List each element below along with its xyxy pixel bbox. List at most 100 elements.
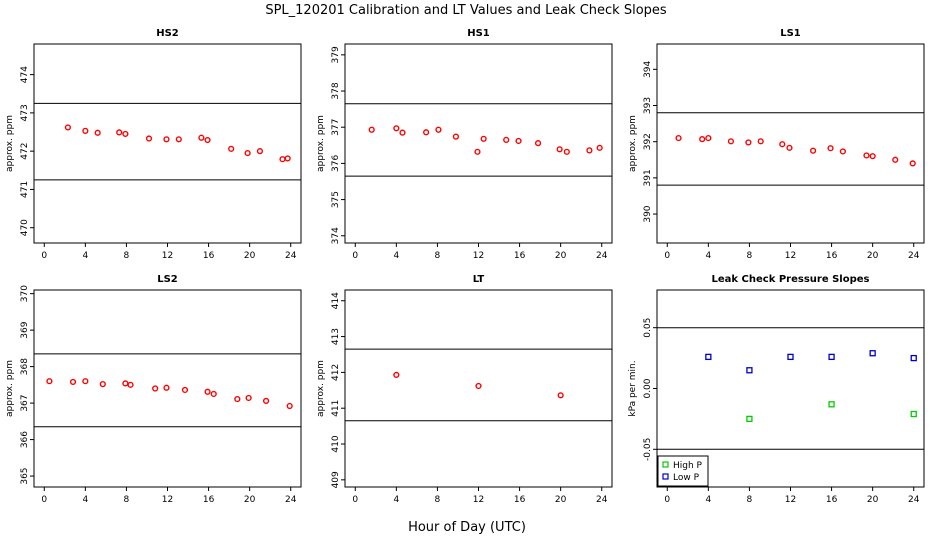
data-point <box>757 138 764 145</box>
x-tick-label: 12 <box>162 251 173 261</box>
x-tick-label: 8 <box>435 251 441 261</box>
x-tick-label: 12 <box>785 495 796 505</box>
data-point <box>122 380 129 387</box>
data-point <box>198 134 205 141</box>
data-point <box>475 382 482 390</box>
data-point <box>152 385 159 392</box>
data-point <box>244 149 251 157</box>
y-tick-label: 393 <box>643 97 653 114</box>
y-tick-label: 473 <box>20 104 30 121</box>
data-point <box>163 384 170 391</box>
y-tick-label: 414 <box>331 292 341 309</box>
x-tick-label: 12 <box>473 495 484 505</box>
data-point <box>99 381 106 388</box>
data-point <box>779 141 786 148</box>
data-point <box>82 127 89 134</box>
data-point <box>46 378 53 385</box>
data-point <box>452 133 460 140</box>
data-point <box>116 129 123 136</box>
data-point <box>563 148 570 155</box>
panel-title: Leak Check Pressure Slopes <box>712 274 870 285</box>
plot-frame <box>344 43 613 244</box>
data-point <box>556 146 563 153</box>
data-point <box>480 135 487 142</box>
y-tick-label: 474 <box>20 66 30 83</box>
data-point <box>705 134 712 142</box>
y-tick-label: 374 <box>331 227 341 244</box>
data-point <box>515 137 522 145</box>
panel-title: HS1 <box>467 28 490 39</box>
panel-hs1: HS1 0 4 8 12 16 20 24 374 375 376 377 378 379 approx. … <box>316 28 613 261</box>
y-tick-label: 369 <box>20 321 30 338</box>
y-tick-label: 394 <box>643 60 653 77</box>
data-point <box>82 378 89 385</box>
legend-marker <box>662 473 669 480</box>
legend-box <box>657 455 709 487</box>
data-point <box>745 139 752 146</box>
y-tick-label: 392 <box>643 133 653 150</box>
x-tick-label: 0 <box>664 251 670 261</box>
y-tick-label: 365 <box>20 467 30 484</box>
y-axis-label: approx. ppm <box>5 115 15 172</box>
y-axis-label: kPa per min. <box>628 360 638 416</box>
x-tick-label: 24 <box>596 251 608 261</box>
data-point <box>863 152 870 159</box>
x-tick-label: 0 <box>352 495 358 505</box>
panel-title: HS2 <box>156 28 179 39</box>
y-tick-label: 367 <box>20 394 30 411</box>
x-tick-label: 0 <box>41 251 47 261</box>
legend-marker <box>662 461 669 468</box>
data-point <box>204 136 211 144</box>
data-point <box>892 156 899 163</box>
x-tick-label: 16 <box>514 495 526 505</box>
x-tick-label: 20 <box>244 251 256 261</box>
plot-frame <box>33 289 302 488</box>
x-tick-label: 4 <box>705 495 711 505</box>
data-point <box>393 371 400 378</box>
data-point <box>122 130 129 138</box>
data-point <box>69 378 77 386</box>
data-point <box>557 392 564 399</box>
data-point <box>245 394 252 402</box>
data-point-low-p <box>787 353 794 361</box>
x-tick-label: 20 <box>244 495 256 505</box>
legend-label: High P <box>673 461 703 471</box>
data-point <box>675 134 682 142</box>
y-tick-label: 377 <box>331 119 341 136</box>
data-point-low-p <box>705 353 712 361</box>
y-axis-label: approx. ppm <box>5 360 15 417</box>
y-tick-label: 366 <box>20 431 30 448</box>
x-tick-label: 4 <box>82 251 88 261</box>
data-point <box>909 160 916 167</box>
legend-label: Low P <box>673 473 700 483</box>
y-tick-label: 379 <box>331 46 341 63</box>
data-point-low-p <box>828 353 835 361</box>
data-point <box>204 388 211 395</box>
y-tick-label: -0.05 <box>643 438 653 461</box>
data-point <box>435 126 442 133</box>
x-tick-label: 8 <box>124 495 130 505</box>
y-tick-label: 378 <box>331 82 341 99</box>
x-tick-label: 24 <box>285 251 297 261</box>
x-tick-label: 0 <box>352 251 358 261</box>
data-point <box>145 135 153 142</box>
data-point <box>234 395 241 403</box>
x-tick-label: 4 <box>82 495 88 505</box>
x-tick-label: 16 <box>203 495 215 505</box>
data-point <box>163 136 170 143</box>
x-tick-label: 4 <box>705 251 711 261</box>
data-point <box>503 136 510 143</box>
x-tick-label: 12 <box>785 251 796 261</box>
y-tick-label: 410 <box>331 435 341 452</box>
data-point <box>256 148 264 155</box>
data-point <box>393 125 400 132</box>
data-point <box>279 156 286 163</box>
y-tick-label: 375 <box>331 191 341 208</box>
y-tick-label: 0.00 <box>643 378 653 398</box>
figure-title: SPL_120201 Calibration and LT Values and… <box>265 3 667 18</box>
panel-ls1: LS1 0 4 8 12 16 20 24 390 391 392 393 394 approx. ppm <box>628 28 925 261</box>
x-tick-label: 24 <box>596 495 608 505</box>
x-tick-label: 16 <box>514 251 526 261</box>
panel-title: LT <box>473 274 485 285</box>
